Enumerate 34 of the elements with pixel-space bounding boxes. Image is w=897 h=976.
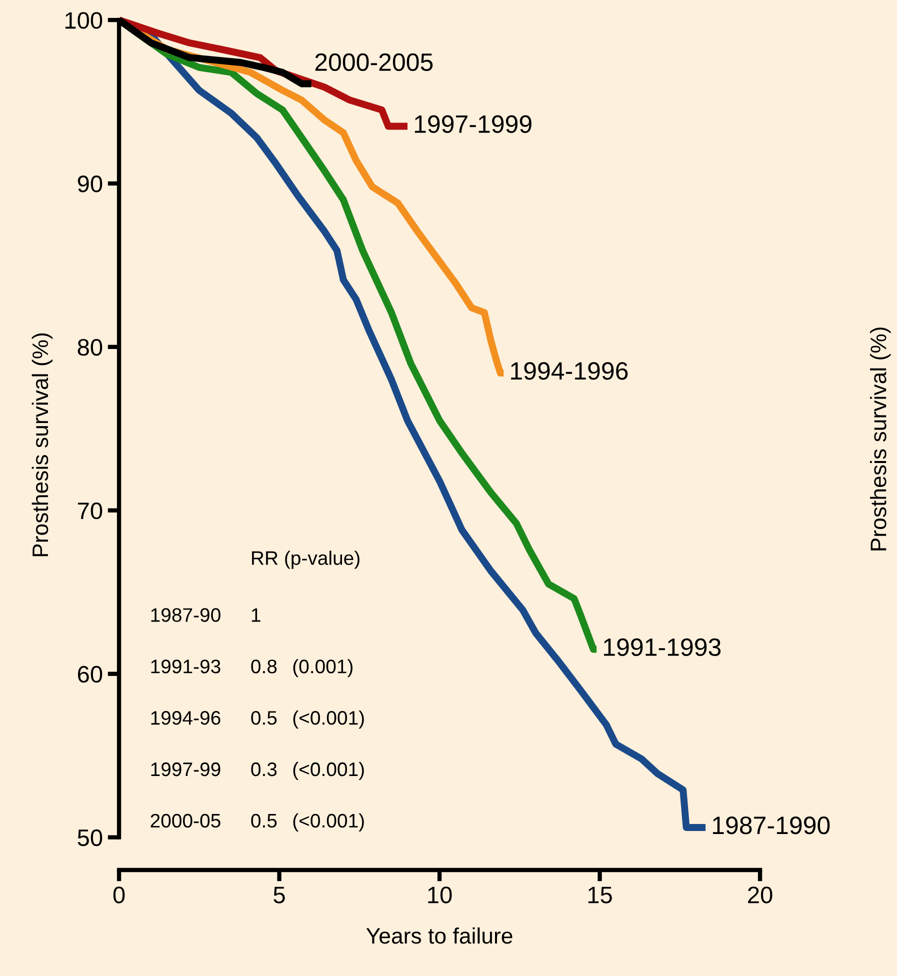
- annotation: 2000-05: [150, 814, 220, 828]
- y-tick-label: 50: [78, 829, 102, 846]
- y-axis-title: Prosthesis survival (%): [32, 333, 53, 556]
- annotation: 0.5: [251, 814, 277, 828]
- y-tick-label: 80: [78, 339, 102, 356]
- x-axis-title: Years to failure: [366, 927, 512, 944]
- x-tick-label: 0: [113, 886, 125, 904]
- y-tick-label: 70: [78, 502, 102, 520]
- annotation: 0.8: [251, 660, 277, 674]
- annotation: (<0.001): [293, 813, 364, 832]
- series-label: 1987-1990: [713, 816, 830, 834]
- y-tick-label: 60: [78, 666, 102, 683]
- series-label: 2000-2005: [315, 53, 433, 72]
- annotation: 1997-99: [151, 762, 220, 776]
- x-tick-label: 15: [588, 886, 612, 904]
- annotation: 0.5: [251, 711, 277, 725]
- annotation: (<0.001): [293, 762, 364, 780]
- annotation: 0.3: [251, 762, 277, 776]
- x-tick-label: 20: [748, 886, 772, 904]
- x-tick-label: 10: [428, 886, 452, 904]
- y-tick-label: 90: [78, 176, 102, 192]
- series-label: 1994-1996: [511, 362, 628, 380]
- annotation: RR (p-value): [252, 550, 360, 569]
- annotation: 1: [252, 608, 260, 622]
- x-tick-label: 5: [274, 886, 285, 904]
- text: Prosthesis survival (%): [870, 328, 891, 550]
- series-label: 1997-1999: [414, 115, 532, 133]
- y-tick-label: 100: [65, 12, 102, 29]
- annotation: 1994-96: [151, 711, 220, 725]
- annotation: (0.001): [293, 659, 353, 678]
- series-label: 1991-1993: [604, 638, 721, 656]
- annotation: 1987-90: [151, 608, 220, 622]
- annotation: (<0.001): [293, 710, 364, 729]
- annotation: 1991-93: [151, 660, 220, 674]
